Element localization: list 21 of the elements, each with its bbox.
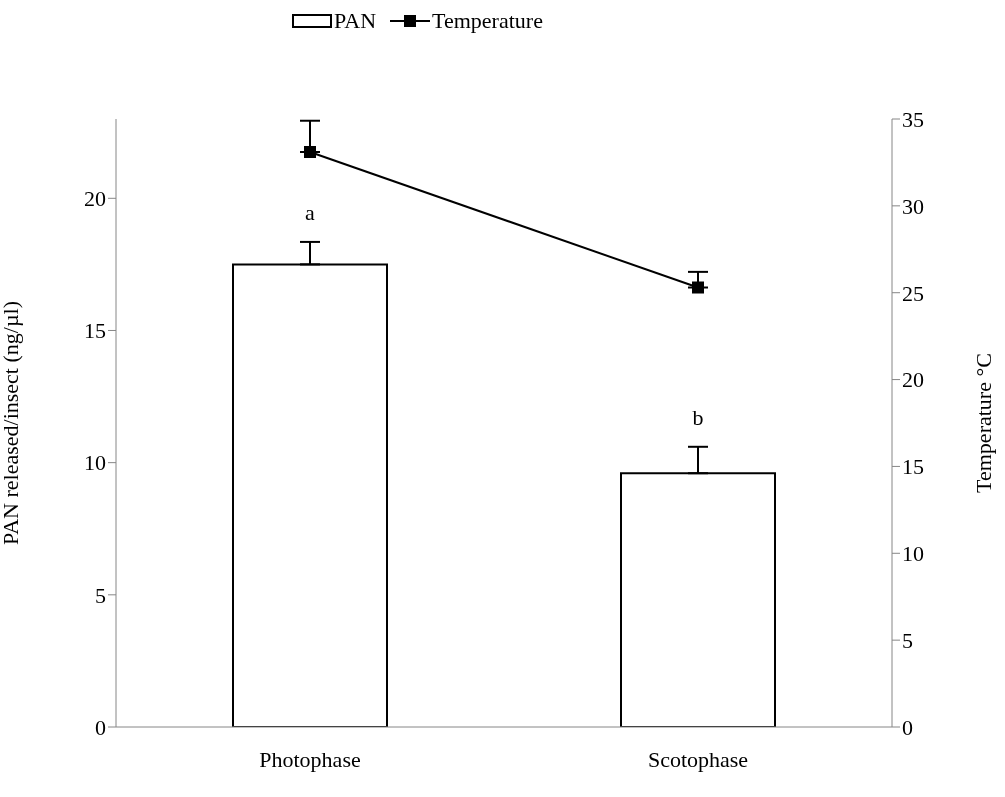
y-axis-title: PAN released/insect (ng/µl) [0,300,23,546]
y-tick-label: 0 [95,714,106,740]
annotation: b [692,404,704,430]
x-tick-label: Scotophase [647,746,749,772]
y-tick-label: 5 [95,582,106,608]
y-tick-label: 15 [84,318,106,344]
annotation: a [305,199,316,225]
y2-tick-label: 35 [902,106,924,132]
legend-label: PAN [334,8,377,34]
y2-tick-label: 0 [902,714,913,740]
y2-tick-label: 30 [902,193,924,219]
y-tick-label: 10 [84,450,106,476]
x-tick-label: Photophase [259,746,361,772]
y2-tick-label: 15 [902,454,924,480]
y2-tick-label: 25 [902,280,924,306]
y2-tick-label: 20 [902,367,924,393]
legend-label: Temperature [432,8,543,34]
y2-tick-label: 5 [902,627,913,653]
y2-tick-label: 10 [902,541,924,567]
y-tick-label: 20 [84,186,106,212]
y2-axis-title: Temperature °C [970,353,996,493]
